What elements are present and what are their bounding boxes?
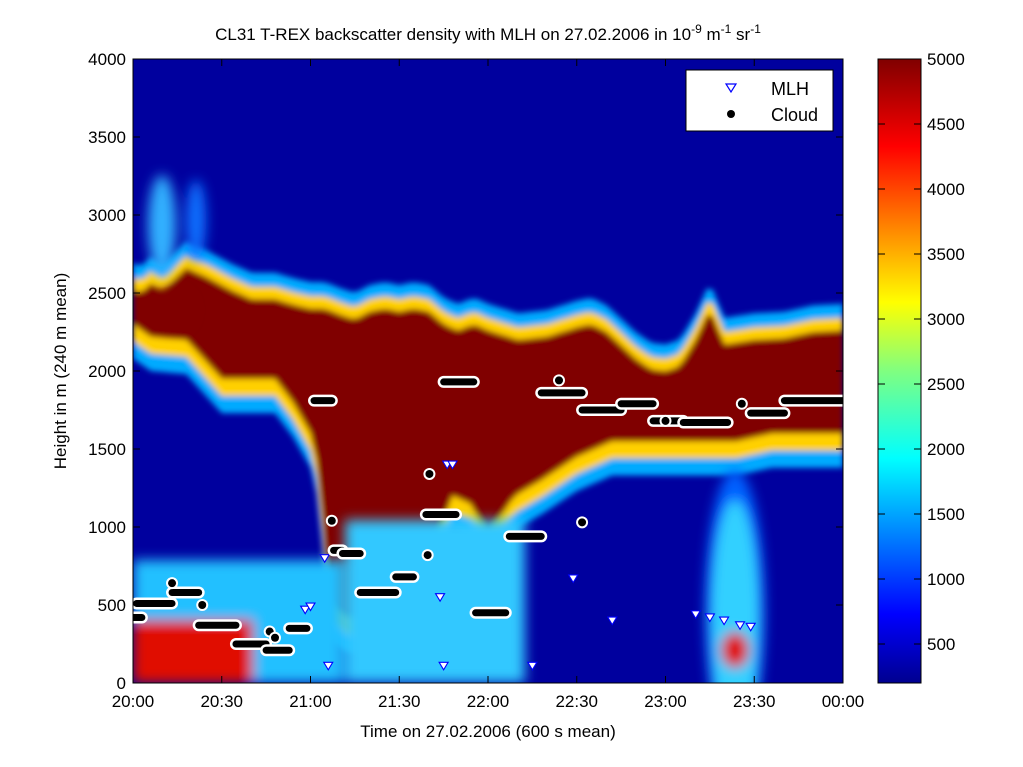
cloud-markers	[133, 374, 843, 657]
y-axis-label: Height in m (240 m mean)	[51, 273, 70, 470]
chart-title: CL31 T-REX backscatter density with MLH …	[215, 22, 761, 44]
colorbar-tick-label: 1000	[927, 570, 965, 589]
x-tick-label: 21:00	[289, 692, 332, 711]
y-tick-label: 2000	[88, 362, 126, 381]
column-cyan-plume	[711, 500, 759, 683]
plume-dark-blob	[148, 290, 192, 330]
cloud-point	[661, 416, 670, 425]
layer-band-core	[133, 268, 843, 621]
y-tick-label: 3500	[88, 128, 126, 147]
mlh-point	[734, 621, 746, 631]
plume-upper-left	[148, 175, 176, 275]
mlh-point	[305, 602, 316, 612]
y-tick-label: 4000	[88, 50, 126, 69]
x-tick-label: 22:30	[555, 692, 598, 711]
cloud-point	[423, 551, 432, 560]
mlh-point	[526, 661, 538, 671]
cloud-point	[198, 601, 207, 609]
mid-blue-region	[345, 520, 525, 683]
cloud-point	[555, 376, 563, 385]
y-tick-label: 2500	[88, 284, 126, 303]
colorbar-tick-label: 4000	[927, 180, 965, 199]
mlh-markers	[299, 460, 757, 671]
colorbar-tick-label: 3000	[927, 310, 965, 329]
mlh-point	[447, 460, 458, 470]
cloud-point	[327, 516, 336, 525]
colorbar-tick-label: 2000	[927, 440, 965, 459]
mlh-point	[606, 616, 618, 626]
legend-mlh-marker	[724, 83, 738, 94]
legend-box	[685, 69, 834, 132]
colorbar-tick-label: 3500	[927, 245, 965, 264]
mlh-point	[690, 610, 702, 620]
x-tick-label: 23:00	[644, 692, 687, 711]
mlh-point	[438, 661, 450, 671]
backscatter-layer	[133, 241, 843, 655]
mlh-point	[299, 605, 311, 615]
y-tick-label: 0	[117, 674, 126, 693]
colorbar-ticks: 500 1000 1500 2000 2500 3000 3500 4000 4500 5000	[878, 50, 965, 654]
x-tick-label: 20:30	[200, 692, 243, 711]
legend-cloud-marker	[727, 110, 735, 118]
mlh-point	[704, 613, 716, 623]
cloud-point	[425, 469, 434, 478]
x-axis-label: Time on 27.02.2006 (600 s mean)	[360, 722, 615, 741]
cloud-point	[737, 399, 746, 408]
mlh-point	[567, 574, 579, 584]
colorbar-tick-label: 5000	[927, 50, 965, 69]
colorbar-tick-label: 4500	[927, 115, 965, 134]
mlh-point	[319, 554, 331, 564]
x-tick-label: 20:00	[112, 692, 155, 711]
cloud-point	[271, 633, 279, 642]
mlh-point	[434, 593, 446, 603]
cloud-point	[168, 579, 177, 588]
colorbar-tick-label: 500	[927, 635, 955, 654]
y-tick-label: 500	[98, 596, 126, 615]
plume-upper-right	[186, 180, 206, 260]
x-tick-label: 22:00	[467, 692, 510, 711]
y-tick-label: 1500	[88, 440, 126, 459]
colorbar-tick-label: 1500	[927, 505, 965, 524]
colorbar: 500 1000 1500 2000 2500 3000 3500 4000 4500 5000	[877, 50, 965, 684]
mlh-point	[322, 661, 334, 671]
colorbar-gradient	[877, 58, 922, 684]
x-tick-label: 23:30	[733, 692, 776, 711]
cloud-point	[578, 518, 587, 527]
x-tick-label: 21:30	[378, 692, 421, 711]
legend-mlh-label: MLH	[771, 79, 809, 99]
legend: MLH Cloud	[685, 69, 834, 132]
legend-cloud-label: Cloud	[771, 105, 818, 125]
x-axis: 20:00 20:30 21:00 21:30 22:00 22:30 23:00 23:30…	[112, 59, 865, 711]
column-red-spot	[721, 632, 749, 668]
y-tick-label: 1000	[88, 518, 126, 537]
plot-area	[133, 59, 843, 683]
mlh-point	[745, 622, 757, 632]
y-axis: 0 500 1000 1500 2000 2500 3000 3500 4000	[88, 50, 843, 693]
colorbar-tick-label: 2500	[927, 375, 965, 394]
x-tick-label: 00:00	[822, 692, 865, 711]
y-tick-label: 3000	[88, 206, 126, 225]
mlh-point	[718, 616, 730, 626]
